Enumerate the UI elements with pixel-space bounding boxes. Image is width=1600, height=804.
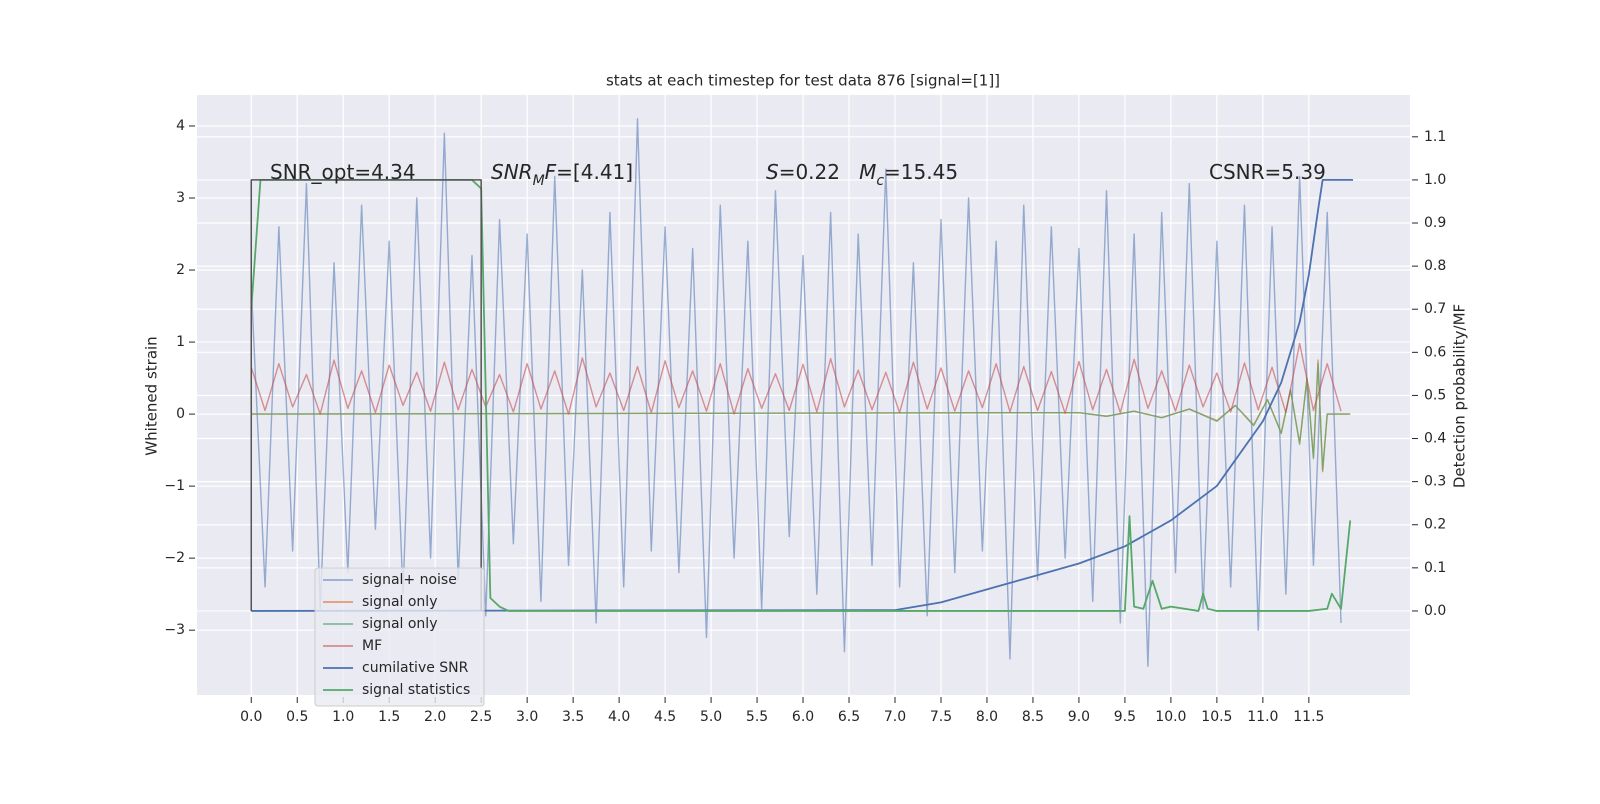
x-tick-label: 3.0 bbox=[516, 709, 538, 725]
x-tick-label: 9.0 bbox=[1068, 709, 1090, 725]
x-tick-label: 4.5 bbox=[654, 709, 676, 725]
chart-title: stats at each timestep for test data 876… bbox=[606, 72, 1000, 90]
x-tick-label: 10.5 bbox=[1201, 709, 1232, 725]
x-tick-label: 0.5 bbox=[286, 709, 308, 725]
x-tick-label: 5.0 bbox=[700, 709, 722, 725]
annotation-part: F bbox=[545, 160, 557, 184]
annotation-part: M bbox=[533, 173, 545, 189]
series-line bbox=[250, 179, 1352, 612]
y2-tick-label: 0.3 bbox=[1424, 474, 1446, 490]
annotation-part: =15.45 bbox=[884, 160, 958, 184]
x-tick-label: 7.5 bbox=[930, 709, 952, 725]
y-tick-label: 4 bbox=[176, 118, 185, 134]
y-tick-label: −1 bbox=[164, 478, 185, 494]
x-tick-label: 3.5 bbox=[562, 709, 584, 725]
x-tick-label: 6.5 bbox=[838, 709, 860, 725]
x-tick-label: 6.0 bbox=[792, 709, 814, 725]
y-tick-label: 0 bbox=[176, 406, 185, 422]
x-tick-label: 1.5 bbox=[378, 709, 400, 725]
x-tick-label: 8.5 bbox=[1022, 709, 1044, 725]
series-line bbox=[250, 342, 1342, 415]
y-tick-label: −3 bbox=[164, 622, 185, 638]
legend-label: signal+ noise bbox=[362, 572, 457, 588]
legend-box bbox=[314, 567, 485, 707]
y2-tick-label: 0.2 bbox=[1424, 517, 1446, 533]
x-tick-label: 10.0 bbox=[1155, 709, 1186, 725]
legend-label: signal only bbox=[362, 616, 437, 632]
y2-tick-label: 0.9 bbox=[1424, 215, 1446, 231]
y2-tick-label: 1.0 bbox=[1424, 172, 1446, 188]
y-tick-label: 1 bbox=[176, 334, 185, 350]
y2-tick-label: 0.1 bbox=[1424, 560, 1446, 576]
annotation-part: =0.22 bbox=[779, 160, 859, 184]
y2-tick-label: 0.8 bbox=[1424, 258, 1446, 274]
annotation-part: M bbox=[859, 160, 876, 184]
annotation-part: S bbox=[766, 160, 779, 184]
annotation-part: CSNR=5.39 bbox=[1209, 160, 1326, 184]
series-line bbox=[250, 118, 1342, 667]
x-tick-label: 11.0 bbox=[1247, 709, 1278, 725]
annotation-part: SNR bbox=[491, 160, 533, 184]
y2-tick-label: 0.6 bbox=[1424, 344, 1446, 360]
series-line bbox=[251, 362, 1351, 471]
x-tick-label: 8.0 bbox=[976, 709, 998, 725]
legend-label: signal only bbox=[362, 594, 437, 610]
y-tick-label: 2 bbox=[176, 262, 185, 278]
x-tick-label: 7.0 bbox=[884, 709, 906, 725]
x-tick-label: 11.5 bbox=[1293, 709, 1324, 725]
y2-tick-label: 0.7 bbox=[1424, 301, 1446, 317]
annotation: SNR_opt=4.34 bbox=[270, 160, 416, 184]
annotation: CSNR=5.39 bbox=[1209, 160, 1326, 184]
window-line bbox=[250, 179, 482, 611]
x-tick-label: 9.5 bbox=[1114, 709, 1136, 725]
x-tick-label: 0.0 bbox=[240, 709, 262, 725]
y2-tick-label: 1.1 bbox=[1424, 129, 1446, 145]
x-tick-label: 5.5 bbox=[746, 709, 768, 725]
series-line bbox=[251, 179, 1353, 612]
y-axis-label: Whitened strain bbox=[143, 336, 161, 455]
y2-tick-label: 0.5 bbox=[1424, 387, 1446, 403]
legend-label: signal statistics bbox=[362, 682, 470, 698]
annotation: SNRMF=[4.41] bbox=[491, 160, 633, 190]
legend-label: MF bbox=[362, 638, 382, 654]
annotation-part: SNR_opt=4.34 bbox=[270, 160, 416, 184]
x-tick-label: 4.0 bbox=[608, 709, 630, 725]
x-tick-label: 2.5 bbox=[470, 709, 492, 725]
x-tick-label: 2.0 bbox=[424, 709, 446, 725]
legend-label: cumilative SNR bbox=[362, 660, 469, 676]
x-tick-label: 1.0 bbox=[332, 709, 354, 725]
y-tick-label: 3 bbox=[176, 190, 185, 206]
annotation: S=0.22 Mc=15.45 bbox=[766, 160, 958, 190]
y2-tick-label: 0.0 bbox=[1424, 603, 1446, 619]
annotation-part: =[4.41] bbox=[556, 160, 633, 184]
y-tick-label: −2 bbox=[164, 550, 185, 566]
y2-axis-label: Detection probability/MF bbox=[1451, 304, 1469, 488]
annotation-part: c bbox=[876, 173, 884, 189]
y2-tick-label: 0.4 bbox=[1424, 431, 1446, 447]
